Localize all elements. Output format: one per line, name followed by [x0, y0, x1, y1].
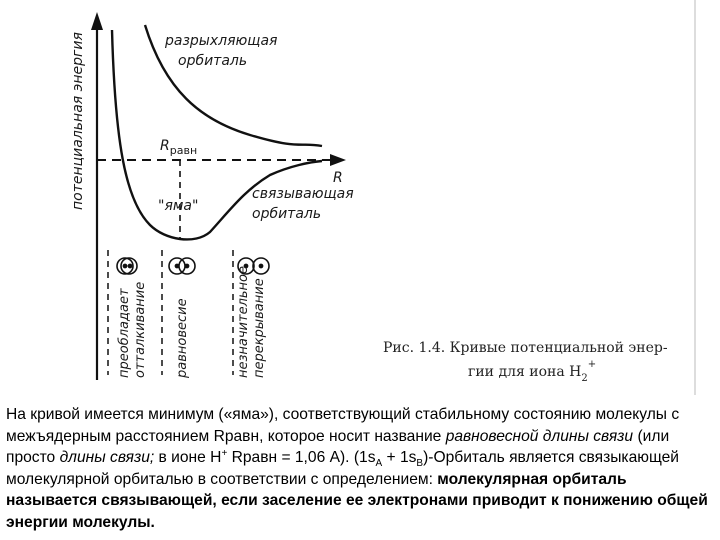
body-text: На кривой имеется минимум («яма»), соотв… — [6, 406, 708, 531]
bonding-curve — [110, 29, 323, 241]
antibonding-label: разрыхляющая орбиталь — [164, 33, 282, 69]
atoms-overlap-icon — [237, 257, 270, 275]
region-overlap-label: незначительное перекрывание — [236, 262, 267, 378]
potential-energy-diagram: потенциальная энергия R Rравн разрыхляющ… — [70, 0, 696, 395]
term-equilibrium-bond-length: равновесной длины связи — [445, 427, 634, 445]
bonding-label: связывающая орбиталь — [252, 186, 358, 222]
r-eq-label: Rравн — [160, 138, 197, 157]
atoms-equilibrium-icon — [168, 257, 196, 275]
atoms-repulsion-icon — [116, 257, 138, 275]
figure-caption: Рис. 1.4. Кривые потенциальной энер- гии… — [383, 340, 672, 384]
well-label: "яма" — [158, 198, 198, 214]
bonding-orbital-definition: молекулярная орбиталь называется связыва… — [6, 470, 708, 531]
region-repulsion-label: преобладает отталкивание — [117, 282, 148, 378]
x-axis-arrow — [330, 154, 346, 166]
term-bond-length: длины связи; — [59, 449, 155, 467]
y-axis-arrow — [91, 12, 103, 30]
antibonding-curve — [143, 24, 323, 148]
y-axis-label: потенциальная энергия — [70, 32, 86, 210]
region-equilibrium-label: равновесие — [175, 298, 190, 379]
x-axis-label: R — [333, 170, 343, 186]
